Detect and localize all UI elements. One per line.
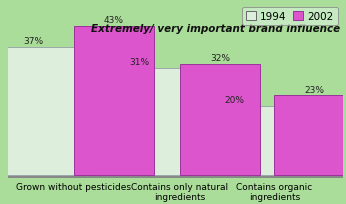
Text: 43%: 43% bbox=[104, 16, 124, 25]
Bar bbox=[74, 27, 154, 175]
Bar bbox=[188, 175, 346, 178]
Text: 31%: 31% bbox=[129, 58, 149, 67]
Bar bbox=[180, 65, 260, 175]
Text: 20%: 20% bbox=[224, 95, 244, 104]
Text: 23%: 23% bbox=[304, 85, 325, 94]
Legend: 1994, 2002: 1994, 2002 bbox=[242, 8, 338, 26]
Bar bbox=[0, 175, 160, 178]
Bar bbox=[274, 96, 346, 175]
Bar bbox=[194, 106, 274, 175]
Text: 37%: 37% bbox=[23, 37, 44, 46]
Bar bbox=[99, 68, 180, 175]
Bar bbox=[94, 175, 266, 178]
Bar bbox=[0, 48, 74, 175]
Bar bbox=[0, 175, 337, 178]
Text: Extremely/ very important brand influence: Extremely/ very important brand influenc… bbox=[91, 24, 340, 34]
Text: 32%: 32% bbox=[210, 54, 230, 63]
